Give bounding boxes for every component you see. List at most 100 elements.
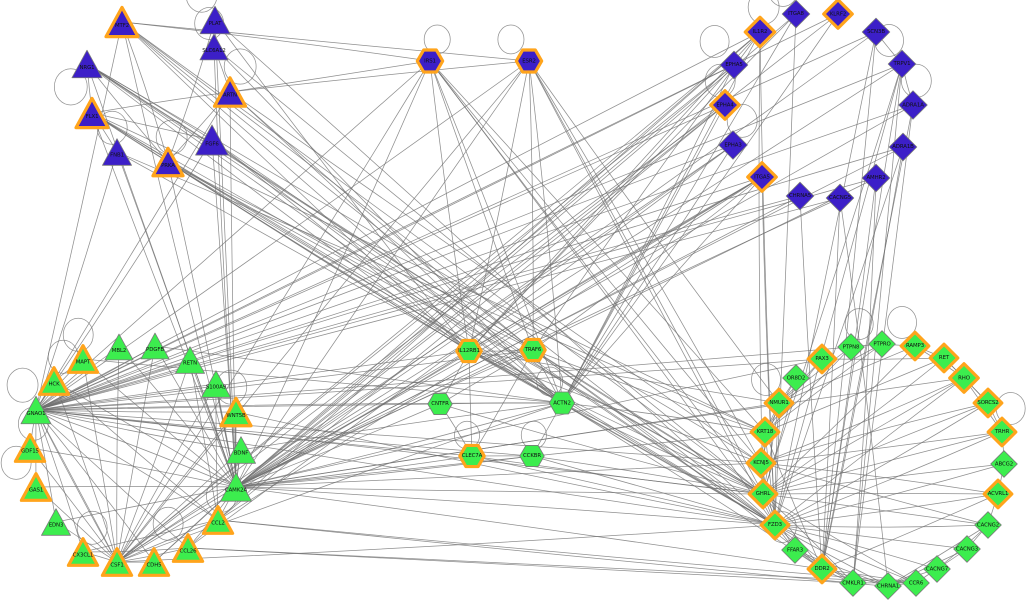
- graph-edge: [91, 91, 231, 114]
- graph-node-s100a9[interactable]: S100A9: [201, 369, 232, 400]
- graph-node-ptpn8[interactable]: PTPN8: [837, 333, 866, 362]
- graph-node-cntfr[interactable]: CNTFR: [427, 391, 453, 417]
- graph-node-trhr[interactable]: TRHR: [986, 416, 1018, 448]
- graph-node-epha3[interactable]: EPHA3: [718, 130, 749, 161]
- graph-node-edn3[interactable]: EDN3: [41, 507, 72, 538]
- graph-node-itga8[interactable]: ITGA8: [781, 0, 811, 29]
- graph-node-abcg2[interactable]: ABCG2: [990, 450, 1019, 479]
- graph-node-epha5[interactable]: EPHA5: [719, 50, 749, 80]
- graph-node-sorcs2[interactable]: SORCS2: [972, 387, 1004, 419]
- graph-edge: [116, 104, 726, 563]
- node-shape-triangle: [220, 472, 252, 502]
- graph-node-actn2[interactable]: ACTN2: [548, 390, 576, 417]
- graph-node-adra1a[interactable]: ADRA1A: [898, 90, 929, 121]
- graph-edge: [762, 431, 1003, 495]
- graph-node-chrna5[interactable]: CHRNA5: [785, 181, 815, 211]
- graph-node-prka[interactable]: PRKA: [151, 146, 185, 178]
- node-shape-diamond: [898, 90, 928, 120]
- node-shape-diamond: [837, 333, 865, 361]
- graph-edge: [774, 13, 797, 526]
- graph-node-mbl2[interactable]: MBL2: [104, 332, 134, 362]
- node-shape-diamond: [899, 330, 931, 362]
- graph-node-cacng5[interactable]: CACNG5: [825, 183, 855, 213]
- graph-node-chrna1[interactable]: CHRNA1: [874, 572, 903, 600]
- graph-node-esr2[interactable]: ESR2: [514, 48, 544, 75]
- graph-node-traf6[interactable]: TRAF6: [519, 337, 547, 363]
- graph-node-camk2a[interactable]: CAMK2A: [220, 471, 253, 504]
- graph-node-slc6a12[interactable]: SLC6A12: [199, 32, 229, 62]
- graph-node-fnb1[interactable]: FNB1: [102, 137, 133, 168]
- graph-edge: [531, 455, 764, 495]
- node-shape-hexagon: [458, 443, 486, 469]
- graph-node-ccl26[interactable]: CCL26: [171, 533, 205, 564]
- graph-edge: [35, 409, 118, 563]
- graph-node-krt18[interactable]: KRT18: [749, 416, 781, 448]
- graph-node-ghrl[interactable]: GHRL: [747, 478, 779, 510]
- graph-node-flx1[interactable]: FLX1: [74, 96, 110, 130]
- graph-node-pax3[interactable]: PAX3: [806, 343, 838, 375]
- graph-node-irs1[interactable]: IRS1: [415, 48, 445, 75]
- graph-edge: [235, 177, 877, 488]
- graph-node-fgf6[interactable]: FGF6: [195, 123, 230, 158]
- graph-node-kcnj5[interactable]: KCNJ5: [745, 447, 777, 479]
- graph-node-gnao1[interactable]: GNAO1: [20, 394, 52, 426]
- graph-node-cckbr[interactable]: CCKBR: [519, 443, 545, 469]
- graph-edge: [821, 197, 841, 570]
- graph-node-epha4[interactable]: EPHA4: [709, 89, 741, 121]
- graph-node-artn[interactable]: ARTN: [212, 76, 248, 109]
- graph-node-bdnf[interactable]: BDNF: [226, 435, 257, 466]
- graph-edge: [235, 60, 530, 488]
- graph-node-cx3cl1[interactable]: CX3CL1: [66, 537, 100, 568]
- node-shape-triangle: [199, 5, 231, 35]
- graph-node-nrg1[interactable]: NRG1: [71, 48, 103, 80]
- node-shape-triangle: [102, 138, 132, 166]
- graph-node-klrf2[interactable]: KLRF2: [822, 0, 854, 30]
- graph-node-nmur1[interactable]: NMUR1: [763, 387, 795, 419]
- graph-edge: [35, 486, 237, 488]
- graph-edge: [471, 455, 776, 526]
- graph-edge: [82, 358, 563, 404]
- graph-edge: [532, 349, 764, 495]
- node-shape-triangle: [226, 436, 256, 464]
- graph-node-gdf15[interactable]: GDF15: [13, 433, 47, 464]
- graph-node-mapt[interactable]: MAPT: [66, 344, 100, 375]
- graph-node-hck[interactable]: HCK: [37, 366, 71, 397]
- node-shape-triangle: [74, 96, 110, 130]
- graph-edge: [528, 60, 780, 404]
- graph-node-acvrl1[interactable]: ACVRL1: [982, 478, 1014, 510]
- graph-node-scn3b[interactable]: SCN3B: [861, 17, 891, 47]
- graph-node-clec7a[interactable]: CLEC7A: [458, 443, 486, 469]
- graph-node-ramp3[interactable]: RAMP3: [899, 330, 931, 362]
- graph-node-ddr2[interactable]: DDR2: [806, 553, 838, 585]
- graph-edge: [240, 402, 563, 451]
- graph-node-gas1[interactable]: GAS1: [19, 472, 53, 503]
- graph-node-cdh5[interactable]: CDH5: [137, 547, 171, 578]
- graph-node-cacng3[interactable]: CACNG3: [953, 535, 982, 564]
- graph-node-ccr6[interactable]: CCR6: [902, 569, 931, 598]
- graph-node-mtf2[interactable]: MTF2: [104, 5, 140, 39]
- graph-node-pdgfb[interactable]: PDGFB: [140, 331, 170, 361]
- graph-edge: [760, 402, 989, 464]
- self-loop-edge: [6, 367, 39, 403]
- graph-node-trpv1[interactable]: TRPV1: [887, 49, 917, 79]
- graph-edge: [468, 350, 780, 404]
- graph-node-ccl2[interactable]: CCL2: [201, 505, 235, 536]
- graph-edge: [116, 346, 120, 563]
- graph-edge: [35, 358, 823, 411]
- graph-node-ptpro[interactable]: PTPRO: [868, 330, 897, 359]
- node-shape-diamond: [781, 536, 809, 564]
- graph-node-itga5[interactable]: ITGA5: [746, 161, 778, 193]
- graph-node-adra1b[interactable]: ADRA1B: [888, 132, 918, 162]
- graph-node-csf1[interactable]: CSF1: [100, 547, 134, 578]
- graph-edge: [429, 60, 563, 404]
- graph-edge: [561, 31, 761, 404]
- graph-node-il12rb1[interactable]: IL12RB1: [455, 338, 483, 364]
- graph-node-ffar3[interactable]: FFAR3: [781, 536, 810, 565]
- graph-node-amhr2[interactable]: AMHR2: [861, 163, 891, 193]
- graph-edge: [154, 345, 237, 488]
- graph-node-cmklr1[interactable]: CMKLR1: [839, 569, 868, 598]
- graph-node-il1r2[interactable]: IL1R2: [743, 15, 777, 49]
- graph-node-wnt5b[interactable]: WNT5B: [219, 396, 253, 428]
